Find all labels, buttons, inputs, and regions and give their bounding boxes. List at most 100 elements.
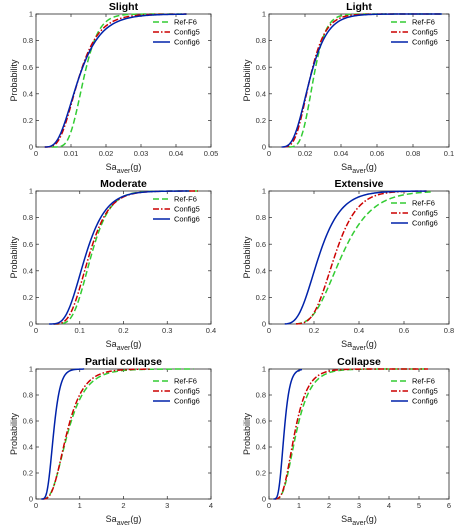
x-axis-label-sub: aver — [352, 168, 366, 175]
y-tick-label: 0.8 — [256, 213, 266, 222]
x-axis-label-sub: aver — [117, 345, 131, 352]
x-tick-label: 0 — [267, 326, 271, 335]
axes-frame — [35, 368, 212, 500]
x-tick-label: 0.1 — [75, 326, 85, 335]
x-tick-label: 2 — [327, 501, 331, 510]
x-axis-label: Saaver(g) — [341, 514, 377, 527]
x-axis-label-main: Sa — [341, 514, 352, 524]
legend-label-config5: Config5 — [412, 28, 438, 37]
y-tick-label: 0.4 — [23, 443, 33, 452]
y-tick-label: 0.6 — [256, 240, 266, 249]
y-tick-label: 0 — [262, 320, 266, 329]
legend-label-config6: Config6 — [412, 219, 438, 228]
y-axis-label: Probability — [242, 59, 252, 102]
series-line-ref-f6 — [295, 191, 434, 325]
x-tick-label: 0.08 — [406, 149, 421, 158]
axes-frame — [268, 190, 450, 325]
x-axis-label-tail: (g) — [130, 339, 141, 349]
axes-frame — [35, 13, 212, 148]
y-tick-label: 1 — [262, 365, 266, 374]
series-line-config6 — [44, 13, 187, 148]
x-tick-label: 0.02 — [298, 149, 313, 158]
x-tick-label: 0.01 — [64, 149, 79, 158]
legend-label-ref-f6: Ref-F6 — [412, 377, 435, 386]
legend-label-config5: Config5 — [412, 209, 438, 218]
legend-label-config5: Config5 — [412, 387, 438, 396]
x-tick-label: 1 — [78, 501, 82, 510]
y-tick-label: 1 — [262, 10, 266, 19]
panel-light: Light 0 0.02 0.04 0.06 0.08 0.1 0 0.2 0.4 0.6 0.8 1 P… — [242, 1, 454, 175]
panel-slight: Slight 0 0.01 0.02 0.03 0.04 0.05 0 0.2 0.4 0.6 0.8… — [9, 1, 218, 175]
y-tick-label: 0.2 — [23, 116, 33, 125]
x-tick-label: 2 — [121, 501, 125, 510]
y-tick-label: 1 — [29, 10, 33, 19]
y-tick-label: 0.2 — [256, 116, 266, 125]
y-tick-label: 0.6 — [23, 417, 33, 426]
y-tick-label: 1 — [29, 365, 33, 374]
x-tick-label: 0.04 — [169, 149, 184, 158]
x-axis-label-sub: aver — [117, 168, 131, 175]
x-axis-label-main: Sa — [341, 162, 352, 172]
axes-frame — [35, 190, 212, 325]
x-tick-label: 1 — [297, 501, 301, 510]
y-tick-label: 0 — [262, 495, 266, 504]
legend-label-ref-f6: Ref-F6 — [174, 195, 197, 204]
y-axis-label: Probability — [242, 236, 252, 279]
x-axis-label-tail: (g) — [366, 514, 377, 524]
x-tick-label: 0.4 — [354, 326, 364, 335]
x-tick-label: 0.03 — [134, 149, 149, 158]
legend-label-config5: Config5 — [174, 205, 200, 214]
x-tick-label: 0 — [34, 501, 38, 510]
x-axis-label-tail: (g) — [366, 339, 377, 349]
y-tick-label: 0.8 — [23, 36, 33, 45]
x-tick-label: 0.6 — [399, 326, 409, 335]
x-tick-label: 0.04 — [334, 149, 349, 158]
series-line-config5 — [42, 368, 150, 500]
legend-label-config6: Config6 — [174, 38, 200, 47]
x-axis-label-sub: aver — [352, 520, 366, 527]
x-tick-label: 0 — [267, 149, 271, 158]
series-line-config6 — [281, 13, 442, 148]
x-axis-label: Saaver(g) — [341, 339, 377, 352]
x-axis-label-main: Sa — [106, 339, 117, 349]
legend-label-ref-f6: Ref-F6 — [174, 377, 197, 386]
y-tick-label: 0.8 — [256, 391, 266, 400]
y-tick-label: 1 — [29, 187, 33, 196]
legend-label-ref-f6: Ref-F6 — [412, 199, 435, 208]
panel-title: Collapse — [337, 356, 381, 368]
x-axis-label-tail: (g) — [130, 162, 141, 172]
x-axis-label-main: Sa — [106, 162, 117, 172]
y-tick-label: 0.6 — [256, 417, 266, 426]
x-tick-label: 0.02 — [99, 149, 114, 158]
panel-title: Partial collapse — [85, 356, 162, 368]
x-tick-label: 4 — [209, 501, 213, 510]
x-tick-label: 3 — [165, 501, 169, 510]
legend-label-config6: Config6 — [174, 397, 200, 406]
x-axis-label-sub: aver — [117, 520, 131, 527]
x-tick-label: 0.06 — [370, 149, 385, 158]
x-axis-label: Saaver(g) — [341, 162, 377, 175]
y-tick-label: 0.4 — [256, 89, 266, 98]
y-tick-label: 0 — [29, 320, 33, 329]
y-tick-label: 0.2 — [23, 469, 33, 478]
y-tick-label: 0.4 — [256, 266, 266, 275]
x-axis-label-sub: aver — [352, 345, 366, 352]
series-line-ref-f6 — [42, 368, 194, 500]
x-axis-label: Saaver(g) — [106, 162, 142, 175]
y-tick-label: 0.2 — [256, 293, 266, 302]
x-tick-label: 0.3 — [162, 326, 172, 335]
y-axis-label: Probability — [9, 412, 19, 455]
y-tick-label: 0.2 — [256, 469, 266, 478]
x-axis-label-main: Sa — [341, 339, 352, 349]
series-line-config6 — [49, 190, 190, 325]
axes-frame — [268, 368, 450, 500]
legend-label-ref-f6: Ref-F6 — [412, 18, 435, 27]
y-tick-label: 0 — [262, 143, 266, 152]
panel-moderate: Moderate 0 0.1 0.2 0.3 0.4 0 0.2 0.4 0.6 0.8 1 Proba… — [9, 178, 216, 352]
x-tick-label: 5 — [417, 501, 421, 510]
y-tick-label: 0.4 — [23, 89, 33, 98]
y-tick-label: 0 — [29, 495, 33, 504]
x-axis-label: Saaver(g) — [106, 339, 142, 352]
legend-label-config6: Config6 — [412, 397, 438, 406]
